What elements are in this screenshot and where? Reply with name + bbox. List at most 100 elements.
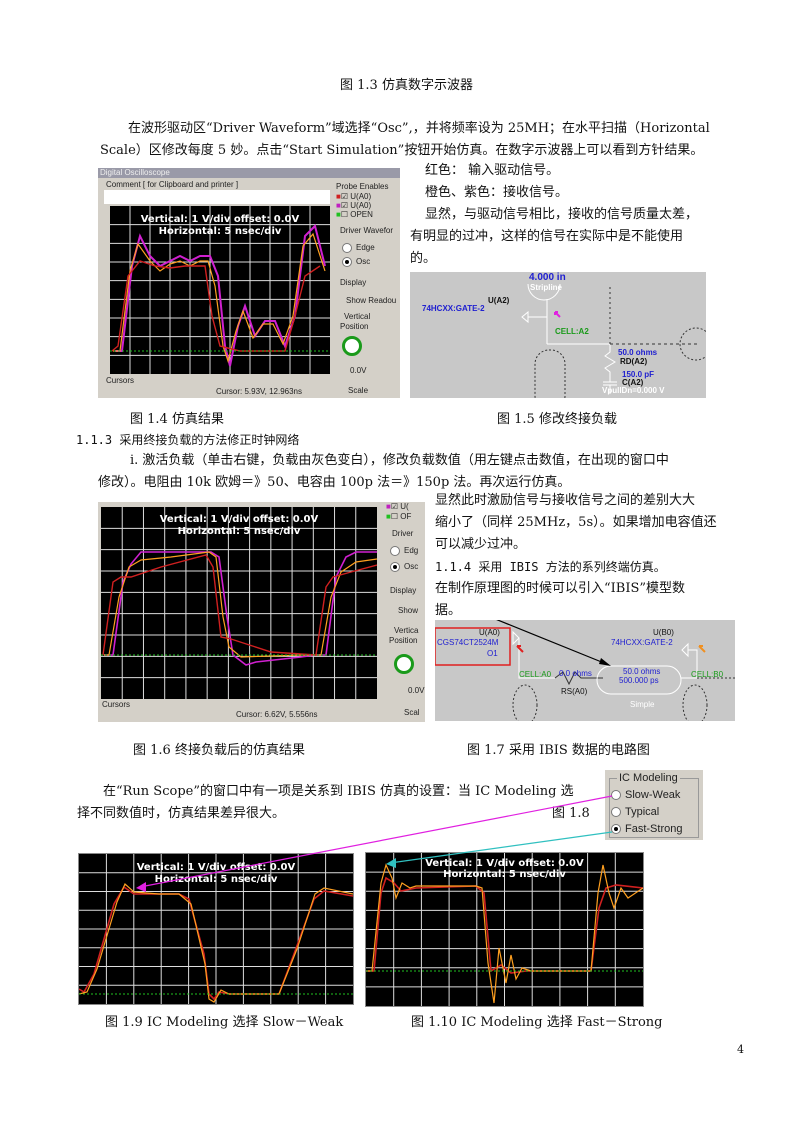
probe-checkbox[interactable]: ■☐ OF xyxy=(386,512,412,521)
vertical-label: Vertica xyxy=(394,626,419,635)
scale-label: Scal xyxy=(404,708,420,717)
probe-checkbox[interactable]: ■☑ U(A0) xyxy=(336,201,372,210)
edge-radio[interactable]: Edge xyxy=(342,243,375,253)
schematic-figure-1-5: 4.000 in Stripline U(A2) 74HCXX:GATE-2 C… xyxy=(410,272,706,398)
show-readout-checkbox[interactable]: Show Readou xyxy=(346,296,397,305)
delay-value[interactable]: 500.000 ps xyxy=(619,676,659,685)
position-value: 0.0V xyxy=(350,366,367,375)
grid-lines xyxy=(110,206,330,374)
cell-label: CELL:A0 xyxy=(519,670,552,679)
probe-label: OF xyxy=(400,512,412,521)
probe-label: OPEN xyxy=(350,210,373,219)
probe-label: U(A0) xyxy=(350,201,372,210)
radio-typical[interactable]: Typical xyxy=(611,806,659,818)
ic-modeling-group: IC Modeling Slow-Weak Typical Fast-Stron… xyxy=(605,770,703,840)
component-ref: U(A2) xyxy=(488,296,510,305)
comment-label: Comment [ for Clipboard and printer ] xyxy=(106,180,239,189)
probe-checkbox[interactable]: ■☐ OPEN xyxy=(336,210,373,219)
waveform-orange xyxy=(113,232,326,364)
paragraph-line: 择不同数值时，仿真结果差异很大。 xyxy=(77,806,286,821)
ibis-model-pin: O1 xyxy=(487,649,498,658)
horizontal-readout: Horizontal: 5 nsec/div xyxy=(154,874,278,885)
paragraph-line: 在“Run Scope”的窗口中有一项是关系到 IBIS 仿真的设置：当 IC … xyxy=(103,784,574,799)
probe-checkbox[interactable]: ■☑ U( xyxy=(386,502,409,511)
paragraph-line: 显然，与驱动信号相比，接收的信号质量太差， xyxy=(425,207,699,222)
capacitor-ref: C(A2) xyxy=(622,378,644,387)
horizontal-readout: Horizontal: 5 nsec/div xyxy=(158,226,282,237)
gate-model[interactable]: 74HCXX:GATE-2 xyxy=(611,638,673,647)
figure-1-7-caption: 图 1.7 采用 IBIS 数据的电路图 xyxy=(467,743,650,758)
osc-radio[interactable]: Osc xyxy=(342,257,370,267)
edge-label: Edg xyxy=(404,546,419,556)
show-readout-checkbox[interactable]: Show xyxy=(398,606,419,615)
position-value: 0.0V xyxy=(408,686,425,695)
probe-enables-label: Probe Enables xyxy=(336,182,389,191)
vertical-readout: Vertical: 1 V/div offset: 0.0V xyxy=(140,214,300,225)
resistor-value[interactable]: 0.0 ohms xyxy=(559,669,592,678)
stripline-length[interactable]: 4.000 in xyxy=(528,272,567,283)
probe-label: U(A0) xyxy=(350,192,372,201)
gate-model[interactable]: 74HCXX:GATE-2 xyxy=(422,304,485,313)
impedance-value[interactable]: 50.0 ohms xyxy=(623,667,661,676)
paragraph-line: 的。 xyxy=(410,251,437,266)
scope-display: Vertical: 1 V/div offset: 0.0V Horizonta… xyxy=(101,507,377,699)
osc-label: Osc xyxy=(356,257,371,267)
paragraph-line: 修改）。电阻由 10k 欧姆＝》50、电容由 100p 法＝》150p 法。再次… xyxy=(98,475,571,490)
scale-label: Scale xyxy=(348,386,369,395)
figure-1-5-caption: 图 1.5 修改终接负载 xyxy=(497,412,617,427)
radio-fast-strong[interactable]: Fast-Strong xyxy=(611,823,682,835)
vertical-label: Vertical xyxy=(344,312,371,321)
comment-input[interactable] xyxy=(104,190,330,204)
scope-grid xyxy=(110,206,330,374)
paragraph-line: 有明显的过冲，这样的信号在实际中是不能使用 xyxy=(410,229,684,244)
paragraph-line: 据。 xyxy=(435,603,462,618)
cursors-label: Cursors xyxy=(102,700,131,709)
component-ref: U(A0) xyxy=(479,628,500,637)
oscilloscope-fast-strong: Vertical: 1 V/div offset: 0.0V Horizonta… xyxy=(365,852,644,1007)
option-label: Fast-Strong xyxy=(625,823,683,835)
edge-radio[interactable]: Edg xyxy=(390,546,418,556)
window-title: Digital Oscilloscope xyxy=(98,168,400,178)
edge-label: Edge xyxy=(356,243,375,253)
figure-1-6-caption: 图 1.6 终接负载后的仿真结果 xyxy=(133,743,305,758)
waveform-purple xyxy=(104,551,377,666)
option-label: Slow-Weak xyxy=(625,789,681,801)
ibis-model[interactable]: CGS74CT2524M xyxy=(437,638,499,647)
resistor-value[interactable]: 50.0 ohms xyxy=(618,348,658,357)
osc-radio[interactable]: Osc xyxy=(390,562,418,572)
paragraph-line: Scale）区修改每度 5 妙。点击“Start Simulation”按钮开始… xyxy=(100,143,704,158)
waveform-orange xyxy=(104,551,377,658)
tline-type: Simple xyxy=(630,700,655,709)
driver-waveform-label: Driver xyxy=(392,529,414,538)
display-label: Display xyxy=(340,278,367,287)
radio-slow-weak[interactable]: Slow-Weak xyxy=(611,789,680,801)
cell-label: CELL:B0 xyxy=(691,670,724,679)
probe-label: U( xyxy=(400,502,409,511)
page-number: 4 xyxy=(737,1043,744,1056)
vertical-readout: Vertical: 1 V/div offset: 0.0V xyxy=(159,514,319,525)
schematic-wires xyxy=(435,620,735,721)
probe-checkbox[interactable]: ■☑ U(A0) xyxy=(336,192,372,201)
paragraph-line: 红色： 输入驱动信号。 xyxy=(425,163,560,178)
oscilloscope-screenshot-2: Vertical: 1 V/div offset: 0.0V Horizonta… xyxy=(98,502,425,722)
section-heading-1-1-4: 1.1.4 采用 IBIS 方法的系列终端仿真。 xyxy=(435,560,666,574)
driver-waveform-label: Driver Wavefor xyxy=(340,226,394,235)
position-knob[interactable] xyxy=(394,654,414,674)
cell-label: CELL:A2 xyxy=(555,327,589,336)
scope-grid xyxy=(79,854,353,1004)
waveform-red xyxy=(102,554,377,656)
capacitor-value[interactable]: 150.0 pF xyxy=(622,370,655,379)
oscilloscope-screenshot-1: Digital Oscilloscope Comment [ for Clipb… xyxy=(98,168,400,398)
display-label: Display xyxy=(390,586,417,595)
paragraph-line: 在制作原理图的时候可以引入“IBIS”模型数 xyxy=(435,581,686,596)
component-ref: U(B0) xyxy=(653,628,674,637)
figure-1-8-label: 图 1.8 xyxy=(552,806,590,821)
position-knob[interactable] xyxy=(342,336,362,356)
horizontal-readout: Horizontal: 5 nsec/div xyxy=(443,869,566,880)
waveform-purple xyxy=(115,224,326,367)
paragraph-line: 在波形驱动区“Driver Waveform”域选择“Osc”,，并将频率设为 … xyxy=(128,121,710,136)
paragraph-line: 缩小了（同样 25MHz，5s）。如果增加电容值还 xyxy=(435,515,717,530)
resistor-ref: RS(A0) xyxy=(561,687,588,696)
vertical-readout: Vertical: 1 V/div offset: 0.0V xyxy=(136,862,296,873)
